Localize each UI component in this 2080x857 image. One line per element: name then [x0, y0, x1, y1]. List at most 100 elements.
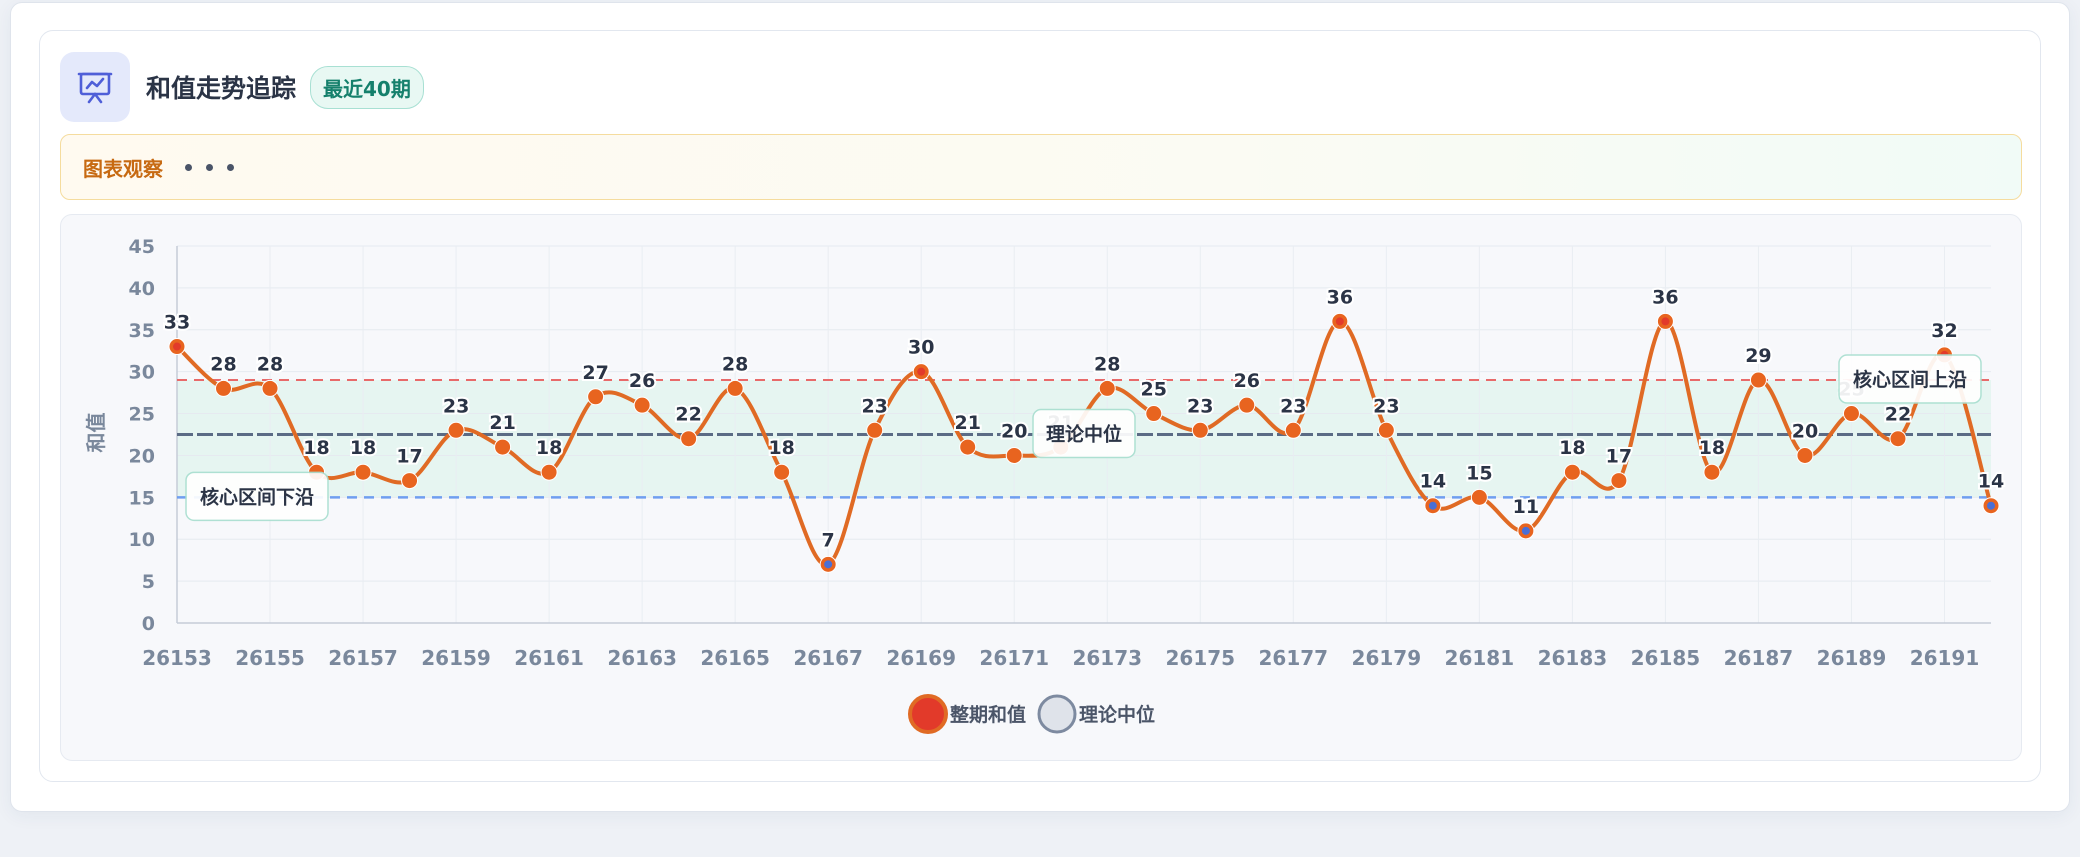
observation-bar[interactable]: 图表观察 — [60, 134, 2022, 200]
data-point — [680, 430, 698, 448]
x-tick-label: 26177 — [1259, 646, 1329, 670]
upper-bound-annotation-box — [1838, 354, 1982, 404]
data-label: 26 — [1234, 370, 1260, 392]
data-point-low-marker — [1987, 501, 1995, 510]
x-tick-label: 26187 — [1724, 646, 1794, 670]
data-point — [1005, 446, 1023, 464]
data-label: 18 — [350, 437, 376, 459]
data-point-high-marker — [917, 367, 926, 376]
data-label: 23 — [443, 395, 469, 417]
data-point — [1749, 371, 1767, 389]
chart-presentation-icon — [60, 52, 130, 122]
x-tick-label: 26179 — [1352, 646, 1422, 670]
data-label: 23 — [1373, 395, 1399, 417]
x-tick-label: 26169 — [886, 646, 956, 670]
data-label: 15 — [1466, 462, 1492, 484]
data-label: 28 — [1094, 353, 1120, 375]
x-tick-label: 26163 — [607, 646, 677, 670]
x-tick-label: 26189 — [1817, 646, 1887, 670]
x-tick-label: 26167 — [793, 646, 863, 670]
data-label: 22 — [1885, 404, 1911, 426]
data-label: 22 — [675, 404, 701, 426]
x-tick-label: 26181 — [1445, 646, 1515, 670]
data-label: 28 — [257, 353, 283, 375]
data-point — [1842, 405, 1860, 423]
data-label: 14 — [1978, 471, 2004, 493]
data-point — [1889, 430, 1907, 448]
data-label: 18 — [536, 437, 562, 459]
y-tick-label: 45 — [129, 236, 155, 258]
x-tick-label: 26159 — [421, 646, 491, 670]
y-tick-label: 20 — [129, 445, 155, 467]
data-point — [215, 379, 233, 397]
data-point — [959, 438, 977, 456]
data-point — [726, 379, 744, 397]
data-label: 23 — [1280, 395, 1306, 417]
data-label: 26 — [629, 370, 655, 392]
x-tick-label: 26165 — [700, 646, 770, 670]
data-point — [1470, 488, 1488, 506]
data-point — [1284, 421, 1302, 439]
data-label: 33 — [164, 312, 190, 334]
data-label: 36 — [1327, 286, 1353, 308]
data-label: 23 — [861, 395, 887, 417]
data-point — [1796, 446, 1814, 464]
legend-median-swatch — [1037, 694, 1077, 734]
y-tick-label: 10 — [129, 529, 155, 551]
x-tick-label: 26191 — [1910, 646, 1980, 670]
data-label: 18 — [1559, 437, 1585, 459]
y-axis-label: 和值 — [84, 413, 108, 453]
observation-title: 图表观察 — [83, 156, 163, 181]
y-tick-label: 15 — [129, 487, 155, 509]
y-tick-label: 5 — [142, 571, 155, 593]
data-label: 17 — [396, 446, 422, 468]
legend-median-label: 理论中位 — [1079, 703, 1155, 726]
x-tick-label: 26171 — [979, 646, 1049, 670]
data-point — [1563, 463, 1581, 481]
data-point-low-marker — [1521, 526, 1530, 535]
data-point — [1703, 463, 1721, 481]
x-tick-label: 26153 — [142, 646, 212, 670]
legend-series-swatch — [908, 694, 948, 734]
data-point — [1098, 379, 1116, 397]
median-annotation-box — [1032, 408, 1136, 459]
y-tick-label: 40 — [129, 278, 155, 300]
data-point — [540, 463, 558, 481]
data-point — [447, 421, 465, 439]
y-tick-label: 30 — [129, 362, 155, 384]
data-point-high-marker — [1661, 317, 1670, 326]
data-label: 11 — [1513, 496, 1539, 518]
data-label: 18 — [768, 437, 794, 459]
data-point — [866, 421, 884, 439]
x-tick-label: 26183 — [1538, 646, 1608, 670]
data-point — [1191, 421, 1209, 439]
data-point — [401, 472, 419, 490]
data-label: 27 — [582, 362, 608, 384]
period-badge: 最近40期 — [310, 65, 424, 109]
data-point — [1610, 472, 1628, 490]
data-point — [1145, 405, 1163, 423]
y-tick-label: 35 — [129, 320, 155, 342]
card-header: 和值走势追踪 最近40期 — [60, 52, 424, 122]
data-label: 21 — [489, 412, 515, 434]
data-point — [587, 388, 605, 406]
data-point-low-marker — [824, 560, 833, 569]
data-label: 7 — [822, 529, 835, 551]
data-label: 32 — [1931, 320, 1957, 342]
legend-series-label: 整期和值 — [950, 703, 1026, 726]
lower-bound-annotation-box — [185, 471, 329, 522]
data-point — [1238, 396, 1256, 414]
data-point-high-marker — [173, 342, 181, 351]
y-tick-label: 25 — [129, 404, 155, 426]
page-title: 和值走势追踪 — [146, 74, 297, 103]
data-label: 25 — [1141, 379, 1167, 401]
data-point — [261, 379, 279, 397]
data-label: 30 — [908, 337, 934, 359]
x-tick-label: 26185 — [1631, 646, 1701, 670]
data-point — [633, 396, 651, 414]
x-tick-label: 26173 — [1072, 646, 1142, 670]
more-dots-icon[interactable] — [185, 163, 234, 171]
data-label: 28 — [210, 353, 236, 375]
y-tick-label: 0 — [142, 613, 155, 635]
